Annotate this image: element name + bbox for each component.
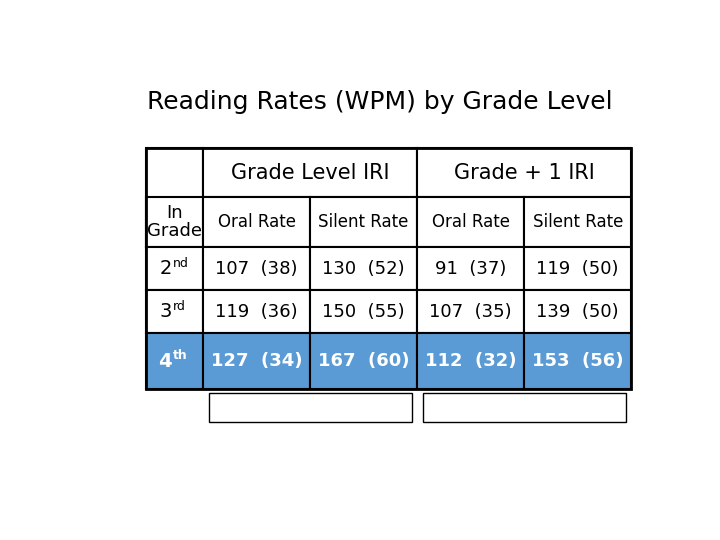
Text: Grade Level IRI: Grade Level IRI [231, 163, 390, 183]
Bar [145, 148, 631, 389]
Bar [417, 148, 631, 198]
Text: wpm: wpm [529, 401, 567, 415]
Text: 2: 2 [159, 259, 171, 278]
Bar [203, 290, 310, 333]
Text: In: In [166, 204, 183, 222]
Text: 4: 4 [158, 352, 171, 370]
Bar [417, 333, 524, 389]
Bar [310, 247, 417, 290]
Text: 107  (38): 107 (38) [215, 260, 298, 278]
Text: 139  (50): 139 (50) [536, 303, 619, 321]
Text: 153  (56): 153 (56) [532, 352, 624, 370]
Bar [145, 198, 203, 247]
Text: 119  (36): 119 (36) [215, 303, 298, 321]
Bar [524, 290, 631, 333]
Bar [524, 247, 631, 290]
Bar [310, 290, 417, 333]
Bar [417, 247, 524, 290]
Text: 119  (50): 119 (50) [536, 260, 619, 278]
Text: 107  (35): 107 (35) [429, 303, 512, 321]
Bar [203, 247, 310, 290]
Text: Silent Rate: Silent Rate [533, 213, 623, 231]
Bar [145, 333, 203, 389]
Bar [524, 198, 631, 247]
Bar [145, 290, 203, 333]
Text: Reading Rates (WPM) by Grade Level: Reading Rates (WPM) by Grade Level [148, 90, 613, 114]
Text: nd: nd [173, 256, 189, 269]
Bar [417, 198, 524, 247]
Bar [203, 148, 417, 198]
Text: rd: rd [173, 300, 186, 313]
Text: Grade + 1 IRI: Grade + 1 IRI [454, 163, 595, 183]
Text: Silent Rate: Silent Rate [318, 213, 409, 231]
Bar [145, 247, 203, 290]
Bar [310, 198, 417, 247]
Text: 91  (37): 91 (37) [435, 260, 506, 278]
Text: 150  (55): 150 (55) [323, 303, 405, 321]
Text: 167  (60): 167 (60) [318, 352, 410, 370]
Text: 112  (32): 112 (32) [425, 352, 516, 370]
Text: Oral Rate: Oral Rate [217, 213, 296, 231]
Bar [209, 393, 412, 422]
Text: 41: 41 [529, 401, 549, 415]
Bar [417, 290, 524, 333]
Bar [203, 198, 310, 247]
Text: 127  (34): 127 (34) [211, 352, 302, 370]
Text: Oral Rate: Oral Rate [432, 213, 510, 231]
Text: th: th [173, 349, 187, 362]
Text: 130  (52): 130 (52) [323, 260, 405, 278]
Bar [524, 333, 631, 389]
Bar [145, 148, 203, 247]
Text: Grade: Grade [147, 222, 202, 240]
Text: Difference =: Difference = [254, 401, 346, 415]
Bar [203, 333, 310, 389]
Text: 40: 40 [315, 401, 334, 415]
Bar [310, 333, 417, 389]
Text: 3: 3 [159, 302, 171, 321]
Bar [423, 393, 626, 422]
Text: Difference =: Difference = [468, 401, 561, 415]
Text: wpm: wpm [315, 401, 354, 415]
